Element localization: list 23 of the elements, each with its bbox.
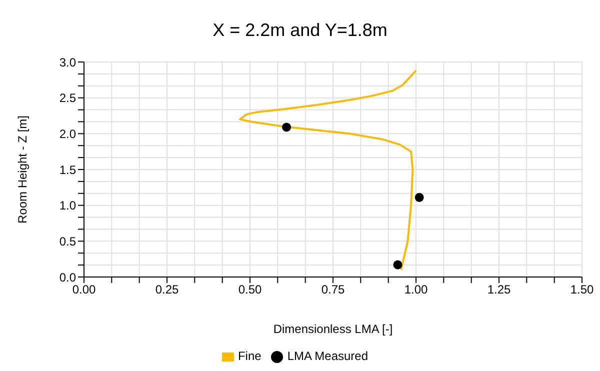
point xyxy=(414,192,424,202)
y-tick-label: 2.0 xyxy=(59,126,76,141)
y-tick-label: 2.5 xyxy=(59,91,76,106)
y-tick-label: 0.5 xyxy=(59,234,76,248)
point xyxy=(393,260,402,270)
x-tick-label: 1.00 xyxy=(404,282,428,297)
line-series xyxy=(239,70,417,271)
x-tick-label: 1.25 xyxy=(487,282,511,297)
legend-label: Fine xyxy=(238,349,262,363)
y-tick-label: 1.0 xyxy=(59,198,76,213)
legend-label: LMA Measured xyxy=(287,349,368,363)
x-axis-title: Dimensionless LMA [-] xyxy=(273,322,393,336)
y-tick-label: 1.5 xyxy=(59,162,76,177)
x-tick-label: 1.50 xyxy=(570,282,594,297)
chart-title: X = 2.2m and Y=1.8m xyxy=(212,20,388,41)
x-tick-label: 0.75 xyxy=(321,282,345,297)
y-tick-label: 3.0 xyxy=(59,55,76,70)
y-axis-title: Room Height - Z [m] xyxy=(15,115,30,224)
x-tick-label: 0.50 xyxy=(238,282,262,297)
x-tick-label: 0.25 xyxy=(155,282,179,297)
x-tick-label: 0.00 xyxy=(72,282,96,297)
y-tick-label: 0.0 xyxy=(59,270,76,284)
point xyxy=(282,122,292,132)
